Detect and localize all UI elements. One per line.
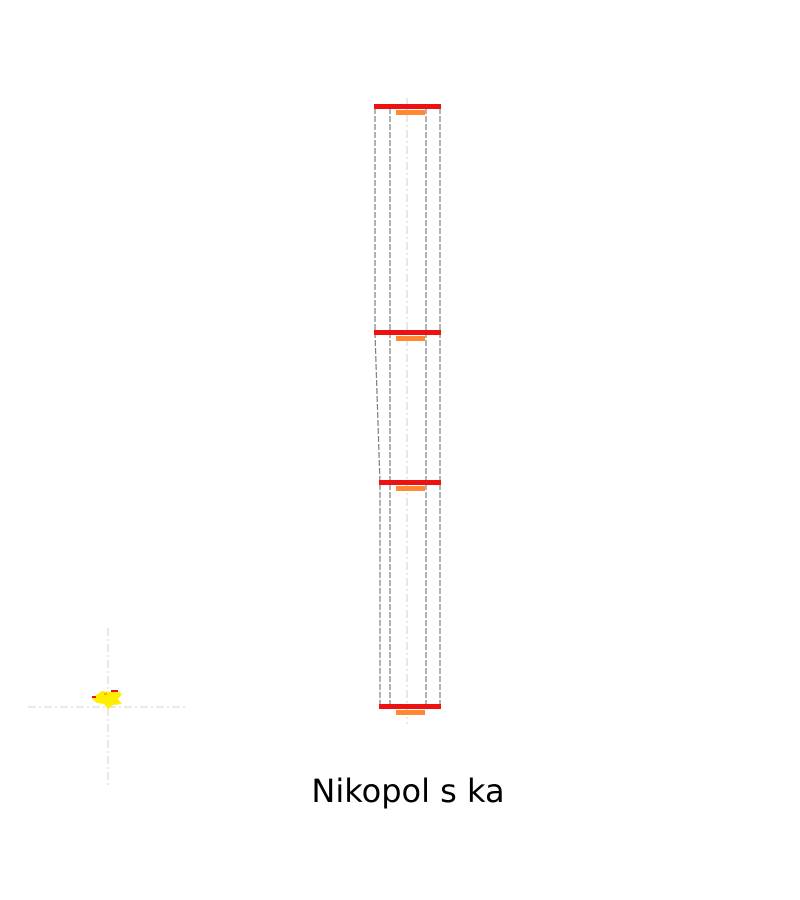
diagram-caption: Nikopol s ka: [311, 772, 505, 810]
level-tab-4: [396, 710, 425, 715]
level-tab-1: [396, 110, 425, 115]
yellow-bird-marker-icon: [92, 690, 122, 709]
tower-outer-left-outline: [374, 108, 381, 707]
level-bar-4: [379, 704, 441, 709]
level-tab-2: [396, 336, 425, 341]
level-tab-3: [396, 486, 425, 491]
level-bar-3: [379, 480, 441, 485]
level-bar-2: [374, 330, 441, 335]
level-bar-1: [374, 104, 441, 109]
